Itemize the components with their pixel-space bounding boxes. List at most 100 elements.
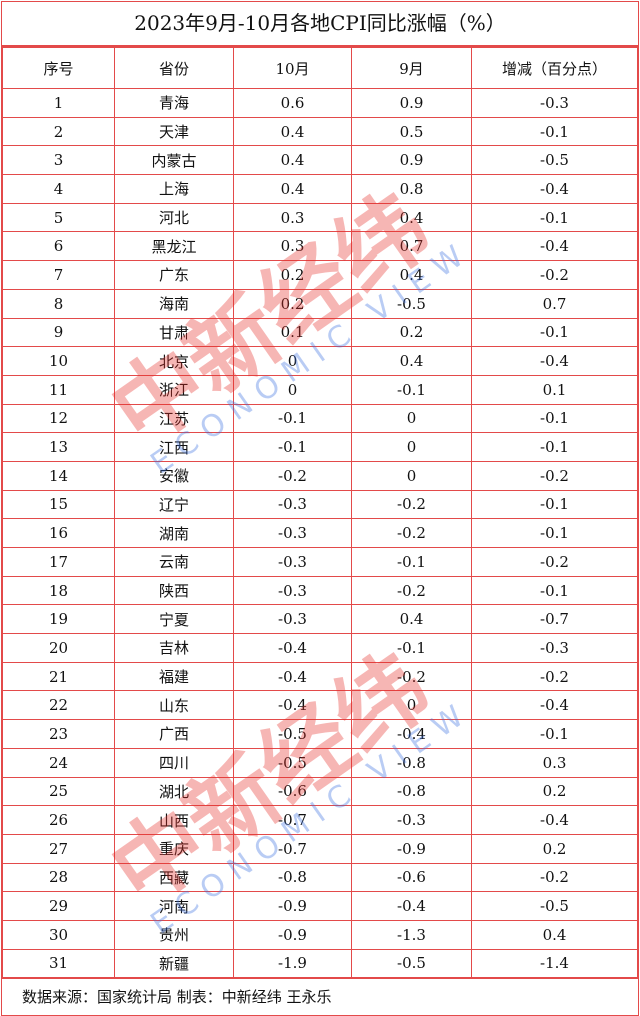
cell-october: 0.4 [233, 145, 352, 176]
cell-province: 辽宁 [114, 489, 234, 520]
cell-october: -0.9 [233, 891, 352, 921]
table-row: 16 湖南 -0.3 -0.2 -0.1 [2, 518, 638, 548]
table-row: 7 广东 0.2 0.4 -0.2 [2, 260, 638, 290]
cell-september: -0.2 [351, 518, 472, 548]
cell-index: 6 [2, 231, 115, 262]
cell-change: -0.4 [471, 346, 638, 376]
table-row: 21 福建 -0.4 -0.2 -0.2 [2, 661, 638, 692]
cell-october: -0.4 [233, 690, 352, 721]
cell-index: 16 [2, 518, 115, 548]
cell-september: -0.3 [351, 805, 472, 835]
cell-change: 0.1 [471, 374, 638, 405]
cell-september: 0.5 [351, 116, 472, 147]
cell-september: 0.4 [351, 260, 472, 290]
cell-october: 0.1 [233, 317, 352, 348]
cell-province: 广西 [114, 719, 234, 749]
table-row: 26 山西 -0.7 -0.3 -0.4 [2, 805, 638, 835]
table-row: 28 西藏 -0.8 -0.6 -0.2 [2, 862, 638, 893]
cell-october: 0.4 [233, 116, 352, 147]
cell-index: 11 [2, 374, 115, 405]
cell-october: -1.9 [233, 948, 352, 979]
cell-change: 0.3 [471, 747, 638, 778]
table-row: 31 新疆 -1.9 -0.5 -1.4 [2, 948, 638, 979]
cell-september: 0.7 [351, 231, 472, 262]
cell-october: -0.8 [233, 862, 352, 893]
table-row: 15 辽宁 -0.3 -0.2 -0.1 [2, 489, 638, 520]
cell-change: -0.1 [471, 432, 638, 462]
cell-index: 27 [2, 833, 115, 864]
cell-change: -0.2 [471, 460, 638, 491]
cell-index: 21 [2, 661, 115, 692]
cell-province: 新疆 [114, 948, 234, 979]
cell-change: -0.1 [471, 116, 638, 147]
table-row: 8 海南 0.2 -0.5 0.7 [2, 288, 638, 319]
cell-september: -0.1 [351, 547, 472, 577]
col-header-index: 序号 [2, 47, 115, 89]
cell-index: 3 [2, 145, 115, 176]
cell-index: 9 [2, 317, 115, 348]
table-row: 2 天津 0.4 0.5 -0.1 [2, 116, 638, 147]
cell-index: 4 [2, 174, 115, 204]
source-footer: 数据来源：国家统计局 制表：中新经纬 王永乐 [2, 978, 638, 1015]
cell-change: -0.5 [471, 891, 638, 921]
cell-change: 0.2 [471, 776, 638, 807]
cell-index: 31 [2, 948, 115, 979]
cell-change: -0.1 [471, 719, 638, 749]
cell-province: 河北 [114, 202, 234, 233]
cell-province: 湖北 [114, 776, 234, 807]
cell-change: -0.1 [471, 575, 638, 606]
cell-october: 0 [233, 346, 352, 376]
cell-october: 0.6 [233, 88, 352, 118]
col-header-province: 省份 [114, 47, 234, 89]
cell-index: 12 [2, 403, 115, 434]
cell-september: -0.4 [351, 891, 472, 921]
table-row: 6 黑龙江 0.3 0.7 -0.4 [2, 231, 638, 262]
cell-change: -0.1 [471, 317, 638, 348]
table-title: 2023年9月-10月各地CPI同比涨幅（%） [2, 2, 638, 47]
cell-province: 海南 [114, 288, 234, 319]
cell-index: 15 [2, 489, 115, 520]
cell-index: 8 [2, 288, 115, 319]
table-row: 19 宁夏 -0.3 0.4 -0.7 [2, 604, 638, 635]
cell-october: -0.9 [233, 919, 352, 950]
cell-october: -0.1 [233, 432, 352, 462]
cell-october: 0 [233, 374, 352, 405]
cell-change: -0.4 [471, 231, 638, 262]
cell-index: 19 [2, 604, 115, 635]
cell-index: 2 [2, 116, 115, 147]
cell-change: -0.4 [471, 690, 638, 721]
cell-province: 西藏 [114, 862, 234, 893]
col-header-october: 10月 [233, 47, 352, 89]
cell-change: -0.5 [471, 145, 638, 176]
cell-october: 0.4 [233, 174, 352, 204]
cell-index: 30 [2, 919, 115, 950]
cell-province: 福建 [114, 661, 234, 692]
cpi-table: 序号 省份 10月 9月 增减（百分点） 1 青海 0.6 0.9 -0.3 2 天津 0.4… [2, 47, 638, 979]
table-row: 20 吉林 -0.4 -0.1 -0.3 [2, 633, 638, 663]
table-row: 23 广西 -0.5 -0.4 -0.1 [2, 719, 638, 749]
cell-october: -0.3 [233, 547, 352, 577]
table-row: 14 安徽 -0.2 0 -0.2 [2, 460, 638, 491]
cell-province: 江西 [114, 432, 234, 462]
cell-change: 0.2 [471, 833, 638, 864]
cell-september: -0.8 [351, 747, 472, 778]
cell-province: 黑龙江 [114, 231, 234, 262]
cell-september: -0.2 [351, 575, 472, 606]
table-row: 4 上海 0.4 0.8 -0.4 [2, 174, 638, 204]
cell-september: -0.4 [351, 719, 472, 749]
cell-index: 14 [2, 460, 115, 491]
table-row: 1 青海 0.6 0.9 -0.3 [2, 88, 638, 118]
table-row: 18 陕西 -0.3 -0.2 -0.1 [2, 575, 638, 606]
cell-september: -0.2 [351, 661, 472, 692]
cell-index: 22 [2, 690, 115, 721]
cell-september: -0.5 [351, 288, 472, 319]
cell-september: -0.5 [351, 948, 472, 979]
table-row: 5 河北 0.3 0.4 -0.1 [2, 202, 638, 233]
cell-october: -0.1 [233, 403, 352, 434]
cell-province: 湖南 [114, 518, 234, 548]
cell-october: 0.3 [233, 202, 352, 233]
cell-province: 广东 [114, 260, 234, 290]
cell-province: 四川 [114, 747, 234, 778]
table-row: 29 河南 -0.9 -0.4 -0.5 [2, 891, 638, 921]
table-row: 17 云南 -0.3 -0.1 -0.2 [2, 547, 638, 577]
